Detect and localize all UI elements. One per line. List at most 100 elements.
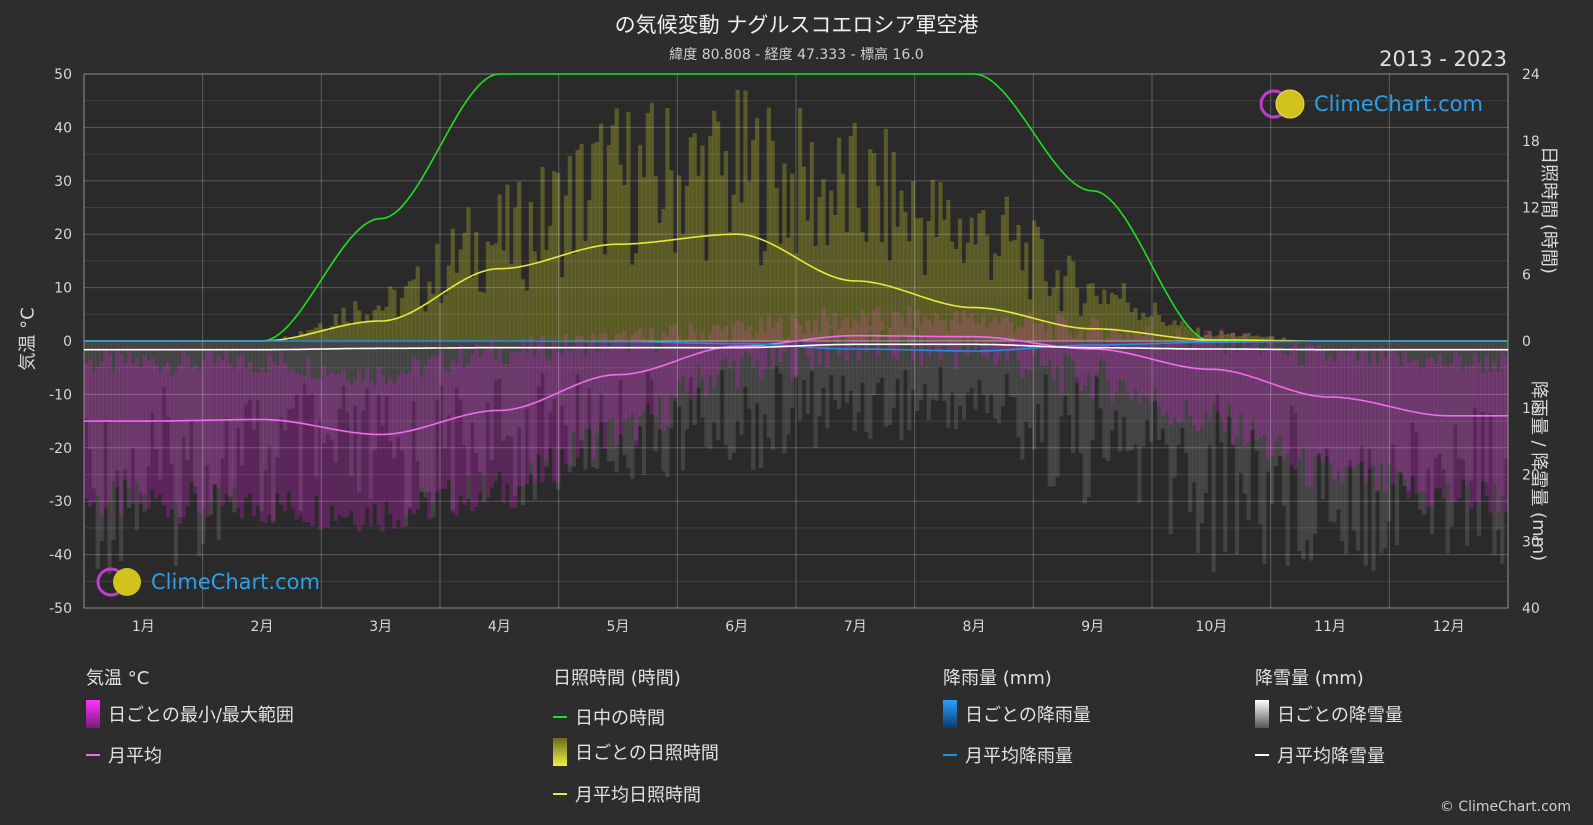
daily-snow-bar bbox=[1410, 341, 1415, 423]
daily-snow-bar bbox=[762, 341, 768, 415]
daily-snow-bar bbox=[286, 341, 292, 410]
daily-temp-range-bar bbox=[458, 345, 463, 497]
daily-bars-layer bbox=[84, 89, 1509, 574]
daily-sunshine-bar bbox=[864, 241, 869, 341]
daily-temp-range-bar bbox=[204, 349, 210, 517]
daily-snow-bar bbox=[138, 341, 143, 492]
daily-sunshine-bar bbox=[1055, 270, 1060, 341]
daily-snow-bar bbox=[1039, 341, 1045, 443]
daily-snow-bar bbox=[1055, 341, 1060, 477]
daily-temp-range-bar bbox=[813, 320, 818, 348]
daily-temp-range-bar bbox=[197, 370, 202, 513]
daily-temp-range-bar bbox=[1071, 337, 1076, 361]
daily-snow-bar bbox=[162, 341, 167, 388]
daily-sunshine-bar bbox=[1102, 289, 1107, 341]
daily-temp-range-bar bbox=[318, 378, 323, 530]
daily-sunshine-bar bbox=[875, 185, 881, 341]
daily-snow-bar bbox=[634, 341, 639, 441]
daily-snow-bar bbox=[595, 341, 600, 469]
daily-temp-range-bar bbox=[251, 371, 256, 516]
daily-temp-range-bar bbox=[349, 383, 354, 511]
daily-snow-bar bbox=[1149, 341, 1154, 442]
daily-snow-bar bbox=[993, 341, 998, 419]
daily-snow-bar bbox=[755, 341, 760, 404]
daily-snow-bar bbox=[1390, 341, 1396, 445]
daily-temp-range-bar bbox=[95, 366, 100, 496]
daily-sunshine-bar bbox=[1152, 302, 1158, 341]
daily-temp-range-bar bbox=[1067, 333, 1072, 356]
daily-temp-range-bar bbox=[790, 314, 795, 380]
daily-snow-bar bbox=[1301, 341, 1306, 560]
legend-snow-avg-label: 月平均降雪量 bbox=[1277, 746, 1385, 767]
daily-temp-range-bar bbox=[439, 350, 444, 489]
daily-temp-range-bar bbox=[442, 370, 448, 490]
daily-snow-bar bbox=[318, 341, 323, 420]
daily-snow-bar bbox=[645, 341, 650, 372]
daily-snow-bar bbox=[321, 341, 327, 444]
daily-temp-range-bar bbox=[126, 350, 132, 488]
daily-snow-bar bbox=[1152, 341, 1158, 401]
daily-temp-range-bar bbox=[766, 315, 771, 344]
daily-snow-bar bbox=[181, 341, 186, 438]
right-top-tick-label: 24 bbox=[1522, 67, 1540, 83]
daily-temp-range-bar bbox=[481, 350, 487, 475]
daily-snow-bar bbox=[1500, 341, 1505, 564]
daily-temp-range-bar bbox=[368, 381, 374, 527]
daily-snow-bar bbox=[532, 341, 537, 501]
daily-snow-bar bbox=[684, 341, 690, 430]
daily-snow-bar bbox=[1242, 341, 1247, 494]
daily-snow-bar bbox=[275, 341, 280, 458]
daily-snow-bar bbox=[969, 341, 974, 389]
daily-snow-bar bbox=[228, 341, 233, 497]
daily-sunshine-bar bbox=[727, 231, 732, 341]
daily-snow-bar bbox=[1394, 341, 1400, 546]
daily-snow-bar bbox=[1016, 341, 1021, 438]
daily-temp-range-bar bbox=[1449, 364, 1454, 502]
daily-snow-bar bbox=[360, 341, 366, 411]
daily-temp-range-bar bbox=[513, 352, 518, 508]
daily-sunshine-bar bbox=[1238, 335, 1244, 341]
daily-sunshine-bar bbox=[848, 135, 853, 341]
swatch-daylight bbox=[553, 716, 567, 718]
daily-snow-bar bbox=[1020, 341, 1025, 460]
daily-snow-bar bbox=[388, 341, 393, 442]
daily-sunshine-bar bbox=[1164, 325, 1169, 341]
daily-snow-bar bbox=[872, 341, 877, 396]
daily-temp-range-bar bbox=[844, 317, 849, 362]
daily-sunshine-bar bbox=[559, 277, 565, 341]
swatch-rain-avg bbox=[943, 754, 957, 756]
daily-sunshine-bar bbox=[626, 112, 631, 341]
daily-sunshine-bar bbox=[349, 325, 354, 341]
daily-temp-range-bar bbox=[864, 315, 869, 352]
daily-temp-range-bar bbox=[427, 358, 432, 520]
daily-snow-bar bbox=[1293, 341, 1298, 414]
daily-snow-bar bbox=[1106, 341, 1111, 461]
logo-top[interactable]: ClimeChart.com bbox=[1258, 88, 1483, 120]
right-bottom-tick-label: 10 bbox=[1522, 401, 1540, 417]
daily-snow-bar bbox=[1504, 341, 1509, 459]
daily-snow-bar bbox=[1305, 341, 1310, 541]
daily-sunshine-bar bbox=[583, 241, 588, 341]
daily-sunshine-bar bbox=[392, 289, 397, 341]
daily-sunshine-bar bbox=[677, 175, 682, 341]
daily-sunshine-bar bbox=[575, 149, 580, 341]
daily-temp-range-bar bbox=[454, 364, 459, 516]
daily-sunshine-bar bbox=[665, 108, 670, 341]
daily-sunshine-bar bbox=[431, 293, 436, 341]
daily-snow-bar bbox=[314, 341, 319, 477]
daily-sunshine-bar bbox=[376, 305, 381, 341]
daily-temp-range-bar bbox=[1437, 354, 1442, 488]
left-axis-title: 気温 °C bbox=[17, 307, 39, 371]
daily-snow-bar bbox=[520, 341, 526, 506]
daily-sunshine-bar bbox=[481, 292, 487, 341]
daily-temp-range-bar bbox=[1332, 361, 1337, 482]
daily-temp-range-bar bbox=[1355, 360, 1361, 464]
daily-snow-bar bbox=[1164, 341, 1169, 445]
logo-bottom[interactable]: ClimeChart.com bbox=[95, 566, 320, 598]
daily-snow-bar bbox=[786, 341, 791, 435]
daily-sunshine-bar bbox=[337, 324, 342, 341]
daily-snow-bar bbox=[259, 341, 264, 512]
daily-snow-bar bbox=[189, 341, 194, 421]
daily-snow-bar bbox=[1024, 341, 1029, 422]
daily-snow-bar bbox=[653, 341, 658, 452]
